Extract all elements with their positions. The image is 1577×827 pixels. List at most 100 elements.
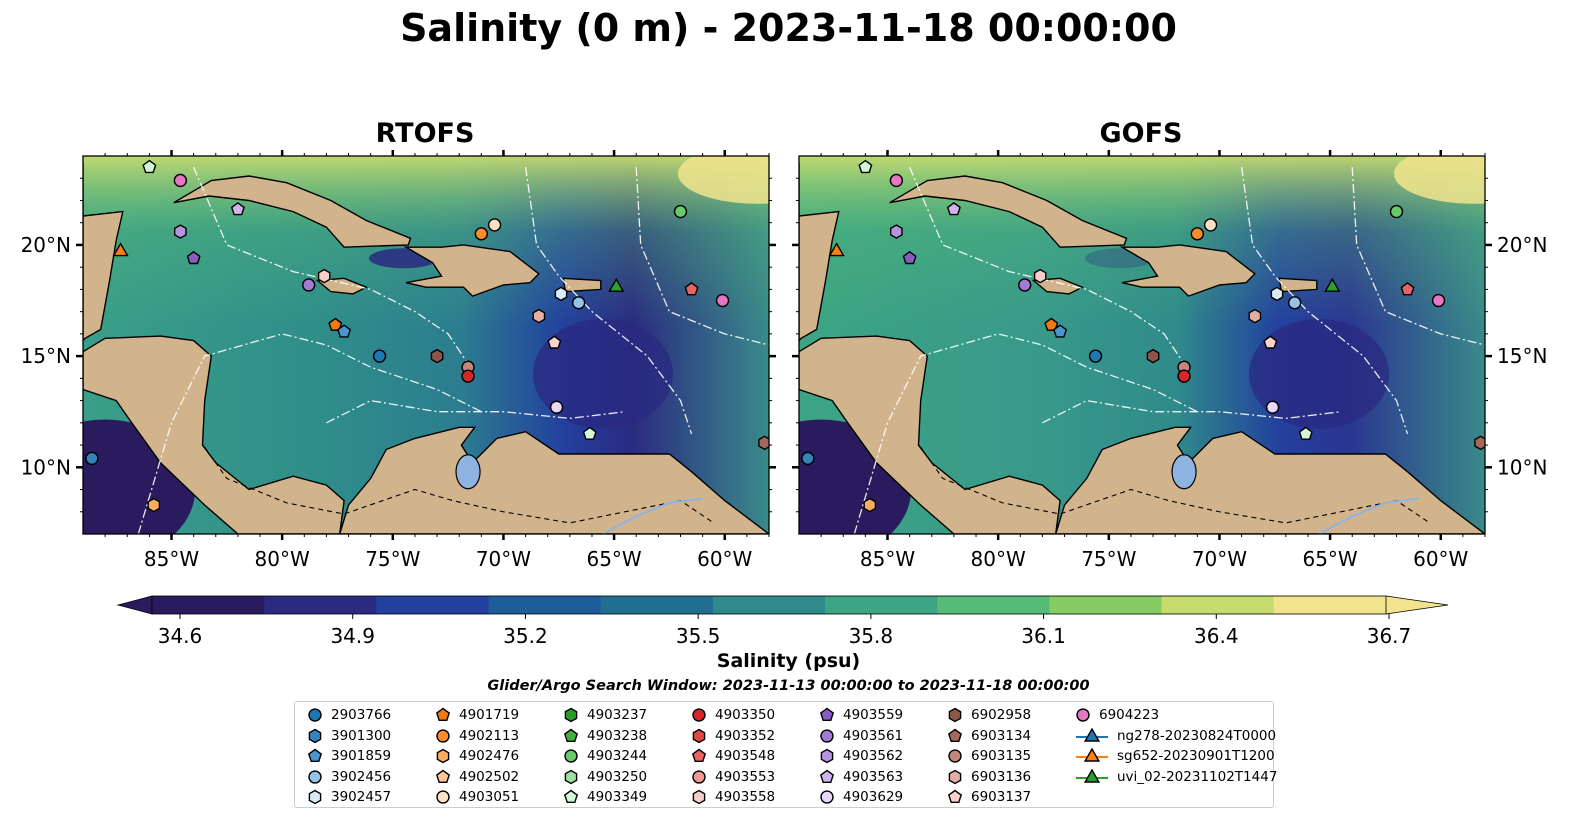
high-salinity-patch	[1393, 156, 1485, 204]
legend-marker-icon	[1076, 747, 1108, 762]
eez-boundary	[635, 167, 769, 346]
argo-float-marker	[1389, 204, 1404, 219]
legend-marker-icon	[308, 789, 322, 805]
glider-marker	[608, 277, 625, 292]
legend-marker	[1083, 747, 1101, 762]
legend-marker	[308, 789, 322, 805]
legend-item: 4903238	[563, 726, 647, 746]
colorbar-tick-label: 34.6	[158, 624, 203, 648]
legend-item: 4903562	[819, 746, 903, 766]
land-puerto-rico	[562, 277, 602, 293]
argo-float-marker	[1018, 278, 1032, 292]
legend: 2903766 3901300 3901859 3902456 3902457 49017…	[294, 701, 1278, 808]
argo-float-marker	[532, 308, 546, 324]
argo-float-marker	[684, 282, 699, 296]
argo-float-marker	[487, 218, 502, 232]
land-cuba	[173, 175, 412, 248]
argo-float-marker	[946, 202, 961, 216]
land-hispaniola	[1119, 244, 1256, 297]
lon-tick-label: 80°W	[971, 547, 1026, 571]
argo-float-marker	[173, 173, 188, 188]
argo-float-marker	[302, 278, 316, 292]
glider-marker	[112, 242, 129, 257]
legend-marker	[564, 749, 578, 763]
legend-marker	[563, 728, 579, 742]
legend-marker-icon	[307, 748, 323, 763]
legend-marker	[692, 789, 706, 805]
legend-label: 3901300	[331, 727, 392, 744]
legend-label: 4903548	[715, 748, 776, 764]
argo-float-marker	[902, 250, 917, 265]
eez-boundary	[909, 166, 1187, 368]
colorbar-segment	[152, 596, 265, 614]
legend-marker-icon	[564, 749, 578, 763]
legend-marker-icon	[947, 789, 963, 804]
colorbar-tick-label: 34.9	[330, 624, 375, 648]
legend-label: 2903766	[331, 707, 392, 723]
legend-label: 4903238	[587, 727, 648, 744]
colorbar-tick-label: 35.5	[676, 624, 721, 648]
legend-marker	[692, 728, 706, 743]
legend-marker-icon	[692, 728, 706, 743]
argo-float-marker	[1400, 282, 1415, 296]
legend-marker	[307, 748, 323, 763]
argo-float-marker	[1431, 293, 1446, 308]
colorbar-segment	[825, 596, 938, 614]
legend-marker-icon	[564, 769, 578, 784]
panel-title-rtofs: RTOFS	[375, 118, 475, 149]
legend-label: 4903350	[715, 707, 776, 723]
legend-label: 4903563	[843, 768, 904, 785]
legend-marker-icon	[435, 707, 451, 722]
river	[602, 497, 703, 534]
legend-item: 4902476	[435, 746, 519, 766]
lon-tick-label: 70°W	[476, 547, 531, 571]
legend-marker	[692, 769, 706, 784]
country-border	[204, 446, 715, 524]
eez-boundary	[193, 166, 471, 368]
colorbar-min-extend	[116, 595, 153, 615]
argo-float-marker	[582, 426, 597, 440]
legend-item: 4903250	[563, 767, 647, 787]
legend-marker-icon	[436, 728, 450, 743]
map-panel-rtofs	[83, 156, 769, 534]
lon-tick-label: 80°W	[255, 547, 310, 571]
colorbar-segment	[264, 596, 377, 614]
argo-float-marker	[1248, 308, 1262, 324]
legend-label: 3902457	[331, 789, 392, 805]
legend-marker	[948, 769, 962, 784]
legend-label: 6903136	[971, 768, 1032, 785]
legend-item: 4903237	[563, 705, 647, 725]
colorbar-segment	[712, 596, 826, 614]
legend-label: 6903134	[971, 727, 1032, 744]
legend-marker	[819, 707, 835, 722]
legend-label: 4903629	[843, 789, 904, 805]
eez-boundary	[1240, 167, 1409, 435]
legend-label: 4903561	[843, 727, 904, 744]
low-salinity-patch	[533, 318, 674, 429]
legend-label: 6904223	[1099, 707, 1160, 723]
argo-float-marker	[673, 204, 688, 219]
argo-float-marker	[430, 348, 444, 364]
legend-marker	[436, 728, 450, 743]
legend-item: 4903553	[691, 767, 775, 787]
legend-label: uvi_02-20231102T1447	[1117, 768, 1278, 785]
legend-marker	[691, 748, 707, 763]
argo-float-marker	[889, 173, 904, 188]
legend-item: 3901859	[307, 746, 391, 766]
legend-marker-icon	[948, 769, 962, 784]
argo-float-marker	[554, 286, 568, 302]
legend-marker	[1083, 768, 1101, 783]
legend-label: 4902502	[459, 768, 520, 785]
argo-float-marker	[1053, 324, 1068, 338]
argo-float-marker	[549, 400, 564, 414]
argo-float-marker	[337, 324, 352, 338]
legend-marker-icon	[436, 790, 450, 804]
legend-marker-icon	[435, 769, 451, 783]
eez-boundary	[326, 399, 626, 424]
colorbar: 34.6 34.9 35.2 35.5 35.8 36.1 36.4 36.7	[116, 595, 1449, 648]
legend-marker-icon	[948, 707, 962, 723]
legend-item: 3902457	[307, 787, 391, 807]
colorbar-segment	[937, 596, 1050, 614]
colorbar-frame	[151, 595, 1387, 615]
glider-marker	[1324, 277, 1341, 292]
